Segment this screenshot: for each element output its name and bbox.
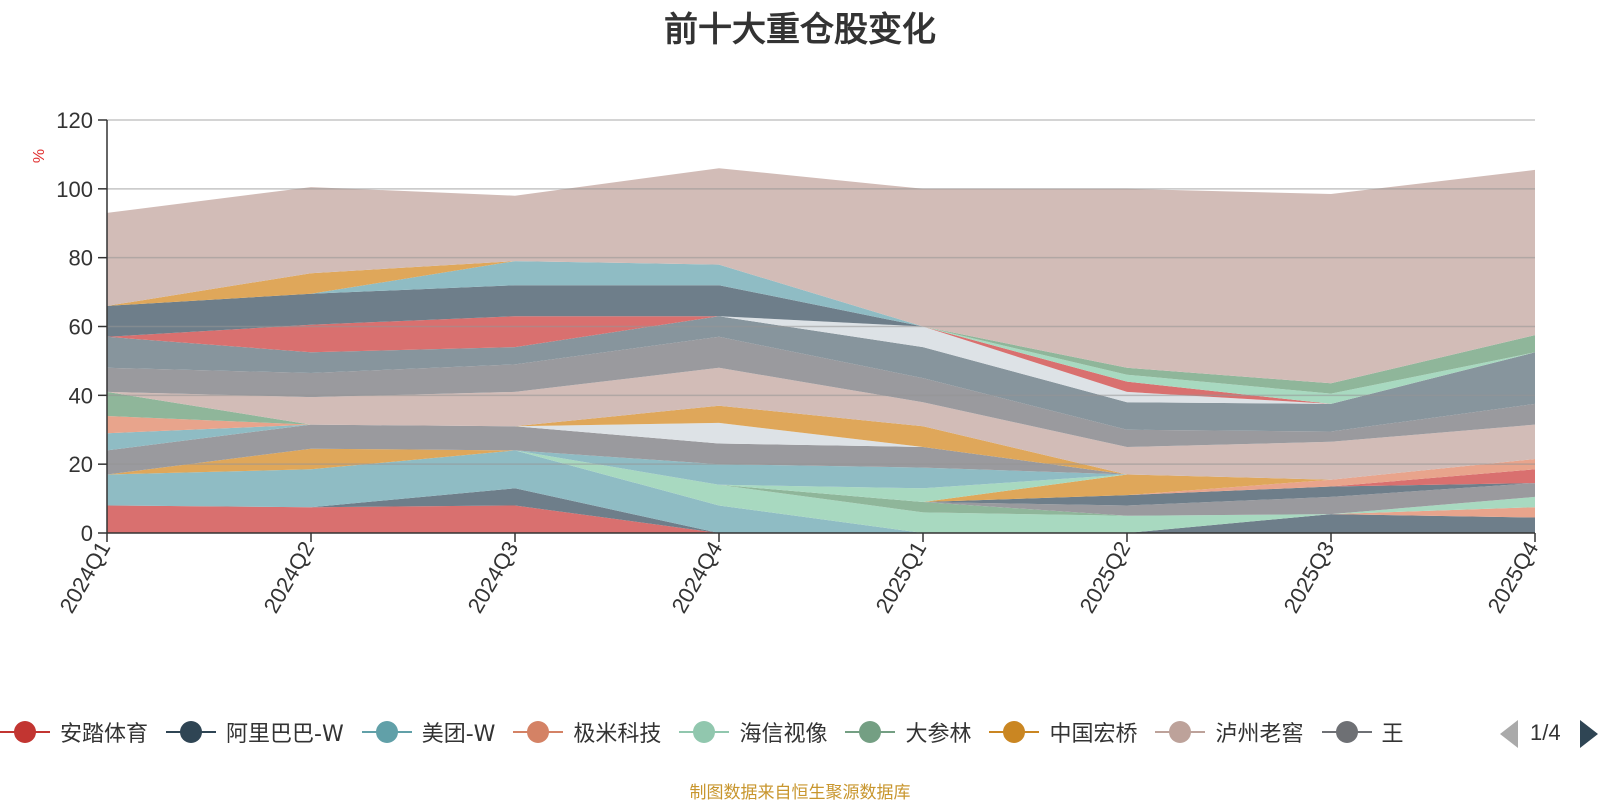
area-layer-0 bbox=[107, 505, 1535, 533]
source-note: 制图数据来自恒生聚源数据库 bbox=[689, 783, 911, 803]
area-layer-29 bbox=[107, 168, 1535, 384]
x-tick-label: 2025Q2 bbox=[1075, 537, 1136, 617]
area-layer-26 bbox=[107, 285, 1535, 384]
y-tick-label: 60 bbox=[69, 315, 93, 340]
y-tick-label: 0 bbox=[81, 521, 93, 546]
area-layer-12 bbox=[107, 448, 1535, 489]
legend-pager: 1/4 bbox=[1500, 716, 1600, 752]
area-layer-23 bbox=[107, 316, 1535, 404]
legend-marker-icon bbox=[1155, 712, 1206, 752]
legend-label: 安踏体育 bbox=[60, 722, 149, 747]
legend-label: 王 bbox=[1381, 722, 1404, 747]
legend-item[interactable]: 极米科技 bbox=[513, 712, 661, 752]
y-axis-unit: % bbox=[31, 149, 48, 163]
legend-item[interactable]: 大参林 bbox=[845, 712, 971, 752]
legend-label: 海信视像 bbox=[739, 722, 828, 747]
legend-prev-icon[interactable] bbox=[1500, 720, 1518, 748]
y-tick-label: 100 bbox=[56, 177, 93, 202]
area-layer-21 bbox=[107, 316, 1535, 432]
legend-label: 极米科技 bbox=[573, 722, 662, 747]
legend-label: 中国宏桥 bbox=[1049, 722, 1138, 747]
legend-marker-icon bbox=[845, 712, 896, 752]
legend-marker-icon bbox=[361, 712, 412, 752]
legend-marker-icon bbox=[679, 712, 730, 752]
area-layer-13 bbox=[107, 424, 1535, 480]
stacked-areas bbox=[107, 168, 1535, 533]
y-tick-label: 120 bbox=[56, 108, 93, 133]
area-layer-24 bbox=[107, 316, 1535, 404]
area-layer-25 bbox=[107, 316, 1535, 394]
legend-label: 阿里巴巴-W bbox=[226, 722, 344, 747]
legend-marker-icon bbox=[513, 712, 564, 752]
area-layer-10 bbox=[107, 448, 1535, 502]
legend: 安踏体育 阿里巴巴-W 美团-W 极米科技 海信视像 大参林 中国宏桥 泸州老窖 王 bbox=[0, 712, 1492, 752]
x-tick-label: 2025Q1 bbox=[871, 537, 932, 617]
area-layer-15 bbox=[107, 405, 1535, 480]
legend-marker-icon bbox=[989, 712, 1040, 752]
legend-item[interactable]: 中国宏桥 bbox=[989, 712, 1137, 752]
area-layer-11 bbox=[107, 448, 1535, 502]
y-tick-label: 40 bbox=[69, 383, 93, 408]
legend-marker-icon bbox=[166, 712, 217, 752]
legend-item[interactable]: 王 bbox=[1321, 712, 1404, 752]
area-layer-1 bbox=[107, 488, 1535, 533]
area-layer-4 bbox=[107, 450, 1535, 533]
legend-label: 泸州老窖 bbox=[1215, 722, 1304, 747]
legend-next-icon[interactable] bbox=[1580, 720, 1598, 748]
legend-label: 大参林 bbox=[905, 722, 972, 747]
legend-item[interactable]: 阿里巴巴-W bbox=[166, 712, 344, 752]
x-tick-label: 2024Q1 bbox=[55, 537, 116, 617]
x-tick-label: 2024Q4 bbox=[667, 537, 728, 617]
legend-item[interactable]: 海信视像 bbox=[679, 712, 827, 752]
y-tick-label: 80 bbox=[69, 246, 93, 271]
y-tick-label: 20 bbox=[69, 452, 93, 477]
x-tick-label: 2025Q4 bbox=[1483, 537, 1544, 617]
area-layer-2 bbox=[107, 450, 1535, 533]
x-tick-label: 2025Q3 bbox=[1279, 537, 1340, 617]
legend-marker-icon bbox=[1321, 712, 1372, 752]
legend-marker-icon bbox=[0, 712, 50, 752]
area-layer-20 bbox=[107, 336, 1535, 447]
legend-item[interactable]: 安踏体育 bbox=[0, 712, 148, 752]
legend-page-indicator: 1/4 bbox=[1530, 720, 1561, 745]
chart-canvas: 0 20 40 60 80 100 120 2024Q1 2024Q2 2024Q3 2024Q4 2… bbox=[31, 108, 1544, 617]
x-tick-label: 2024Q3 bbox=[463, 537, 524, 617]
grid-lines bbox=[107, 119, 1535, 465]
x-tick-label: 2024Q2 bbox=[259, 537, 320, 617]
chart-title: 前十大重仓股变化 bbox=[664, 10, 936, 50]
legend-item[interactable]: 泸州老窖 bbox=[1155, 712, 1304, 752]
legend-item[interactable]: 美团-W bbox=[361, 712, 496, 752]
legend-label: 美团-W bbox=[421, 722, 496, 747]
